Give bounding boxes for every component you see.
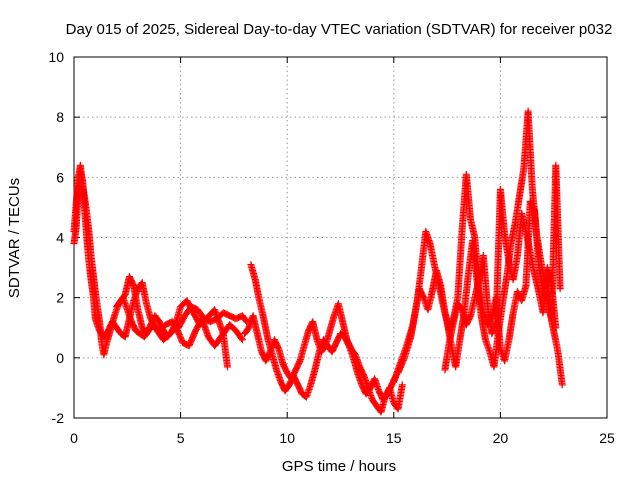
x-tick-label: 15 xyxy=(386,430,402,446)
data-point xyxy=(224,363,232,371)
chart-title: Day 015 of 2025, Sidereal Day-to-day VTE… xyxy=(66,21,613,38)
y-tick-label: 8 xyxy=(56,109,64,125)
x-axis-ticks: 0 5 10 15 20 25 xyxy=(70,57,615,446)
data-point xyxy=(556,285,564,293)
y-axis-ticks: -2 0 2 4 6 8 10 xyxy=(48,49,607,426)
y-tick-label: 10 xyxy=(48,49,64,65)
y-tick-label: 6 xyxy=(56,169,64,185)
data-point xyxy=(558,381,566,389)
x-tick-label: 20 xyxy=(493,430,509,446)
x-tick-label: 5 xyxy=(177,430,185,446)
y-tick-label: 2 xyxy=(56,290,64,306)
x-tick-label: 0 xyxy=(70,430,78,446)
data-points xyxy=(70,107,566,416)
data-point xyxy=(398,381,406,389)
y-tick-label: -2 xyxy=(52,410,65,426)
y-tick-label: 4 xyxy=(56,230,64,246)
data-point xyxy=(238,334,246,342)
y-axis-label: SDTVAR / TECUs xyxy=(6,178,23,298)
x-tick-label: 10 xyxy=(279,430,295,446)
data-point xyxy=(238,336,246,344)
y-tick-label: 0 xyxy=(56,350,64,366)
x-tick-label: 25 xyxy=(599,430,615,446)
data-point xyxy=(552,324,560,332)
x-axis-label: GPS time / hours xyxy=(282,458,396,475)
